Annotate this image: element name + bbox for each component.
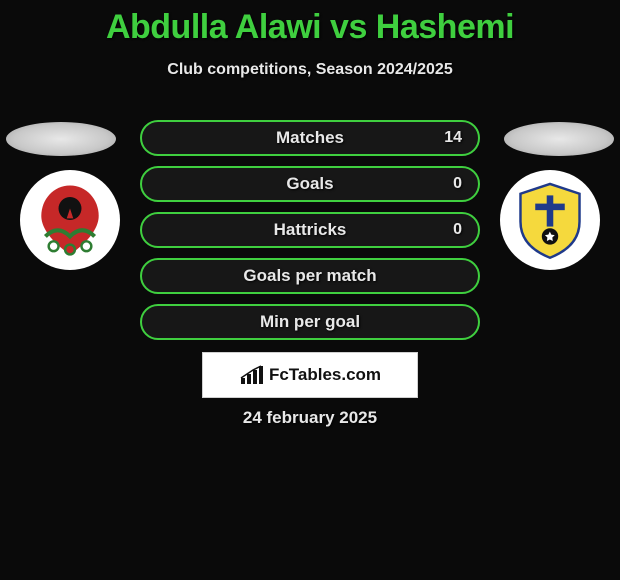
player-right-placeholder (504, 122, 614, 156)
stat-label: Min per goal (260, 312, 360, 332)
stat-row-min-per-goal: Min per goal (140, 304, 480, 340)
stat-label: Hattricks (274, 220, 347, 240)
stat-label: Goals (286, 174, 333, 194)
bar-chart-icon (239, 364, 265, 386)
stat-label: Matches (276, 128, 344, 148)
stat-label: Goals per match (243, 266, 376, 286)
stats-column: Matches 14 Goals 0 Hattricks 0 Goals per… (140, 120, 480, 350)
brand-text: FcTables.com (269, 365, 381, 385)
stat-right-value: 14 (444, 129, 462, 147)
brand-box[interactable]: FcTables.com (202, 352, 418, 398)
stat-row-goals: Goals 0 (140, 166, 480, 202)
page-title: Abdulla Alawi vs Hashemi (0, 0, 620, 47)
stat-row-hattricks: Hattricks 0 (140, 212, 480, 248)
club-badge-left (20, 170, 120, 270)
player-left-placeholder (6, 122, 116, 156)
stat-right-value: 0 (453, 221, 462, 239)
page-subtitle: Club competitions, Season 2024/2025 (0, 61, 620, 79)
date-line: 24 february 2025 (0, 408, 620, 428)
stat-row-goals-per-match: Goals per match (140, 258, 480, 294)
club-badge-left-svg (29, 179, 111, 261)
stat-right-value: 0 (453, 175, 462, 193)
club-badge-right (500, 170, 600, 270)
club-badge-right-svg (509, 179, 591, 261)
stat-row-matches: Matches 14 (140, 120, 480, 156)
